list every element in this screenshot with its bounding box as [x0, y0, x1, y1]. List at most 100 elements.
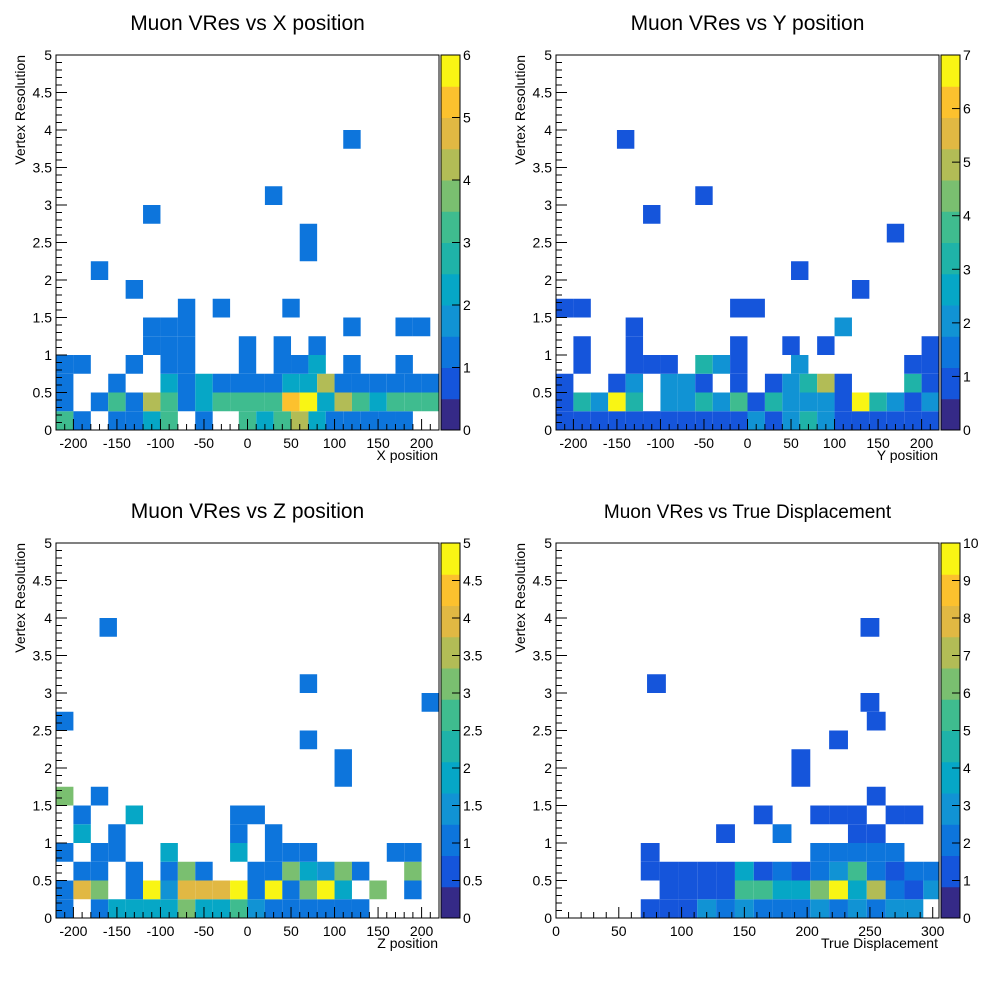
- heatmap-cell: [643, 355, 661, 374]
- heatmap-cell: [660, 392, 678, 412]
- heatmap-cell: [660, 373, 678, 393]
- heatmap-cell: [90, 261, 109, 280]
- heatmap-cell: [753, 861, 773, 881]
- heatmap-cell: [334, 392, 352, 412]
- heatmap-cell: [291, 411, 309, 430]
- colorbar-tick-label: 4.5: [463, 573, 483, 589]
- colorbar-tick-label: 1: [463, 360, 471, 376]
- heatmap-cell: [851, 280, 870, 299]
- heatmap-cell: [334, 861, 352, 881]
- heatmap-cell: [697, 861, 717, 881]
- heatmap-cell: [810, 805, 830, 825]
- heatmap-cell: [573, 392, 591, 412]
- heatmap-cell: [282, 861, 300, 881]
- colorbar-band: [941, 86, 960, 118]
- heatmap-cell: [885, 805, 905, 825]
- heatmap-cell: [660, 355, 678, 374]
- heatmap-cell: [716, 880, 735, 900]
- colorbar-band: [441, 367, 460, 400]
- heatmap-cell: [282, 298, 300, 318]
- colorbar-band: [941, 211, 960, 243]
- colorbar-band: [441, 761, 460, 794]
- heatmap-cell: [625, 373, 644, 393]
- heatmap-cell: [90, 392, 109, 412]
- heatmap-cell: [556, 411, 574, 430]
- colorbar-band: [941, 336, 960, 368]
- colorbar-tick-label: 7: [963, 648, 971, 664]
- heatmap-cell: [282, 880, 300, 900]
- heatmap-cell: [886, 223, 905, 243]
- heatmap-cell: [334, 899, 352, 918]
- heatmap-cell: [317, 861, 335, 881]
- heatmap-cell: [108, 843, 126, 862]
- colorbar-band: [941, 273, 960, 306]
- heatmap-cell: [904, 880, 924, 900]
- heatmap-cell: [343, 355, 361, 374]
- heatmap-cell: [590, 411, 609, 430]
- heatmap-cell: [73, 411, 91, 430]
- x-tick-label: 50: [283, 923, 299, 939]
- heatmap-cell: [695, 392, 713, 412]
- y-tick-label: 2: [44, 760, 52, 776]
- heatmap-cell: [643, 411, 661, 430]
- x-tick-label: -100: [146, 435, 174, 451]
- heatmap-cell: [299, 899, 318, 918]
- heatmap-cell: [177, 373, 196, 393]
- colorbar-band: [441, 855, 460, 888]
- colorbar-frame: [940, 54, 961, 431]
- x-tick-label: 100: [823, 435, 847, 451]
- heatmap-cell: [573, 298, 591, 318]
- heatmap-cell: [264, 843, 283, 862]
- heatmap-cell: [90, 861, 109, 881]
- heatmap-cell: [334, 749, 352, 768]
- y-axis-label: Vertex Resolution: [12, 543, 28, 653]
- heatmap-cell: [404, 392, 422, 412]
- x-tick-label: 100: [670, 923, 694, 939]
- heatmap-cell: [885, 899, 905, 918]
- y-tick-label: 0.5: [33, 873, 53, 889]
- heatmap-cell: [351, 373, 370, 393]
- heatmap-cell: [412, 317, 431, 337]
- heatmap-cell: [317, 392, 335, 412]
- heatmap-cell: [230, 843, 248, 862]
- heatmap-cell: [885, 880, 905, 900]
- heatmap-cell: [247, 805, 265, 825]
- colorbar-tick-label: 0.5: [463, 873, 483, 889]
- heatmap-cell: [160, 411, 178, 430]
- y-tick-label: 0: [44, 422, 52, 438]
- heatmap-cell: [834, 411, 852, 430]
- heatmap-cell: [659, 861, 679, 881]
- heatmap-cell: [660, 411, 678, 430]
- heatmap-cell: [829, 861, 848, 881]
- heatmap-cell: [697, 880, 717, 900]
- heatmap-cell: [56, 786, 74, 806]
- heatmap-cell: [695, 373, 713, 393]
- panel-3: Muon VRes vs Z position -200 -150 -100 -50 0 5…: [12, 500, 483, 951]
- x-tick-label: 50: [783, 435, 799, 451]
- heatmap-cell: [386, 392, 405, 412]
- heatmap-cell: [625, 336, 644, 355]
- colorbar-tick-label: 5: [963, 723, 971, 739]
- heatmap-cell: [421, 392, 439, 412]
- heatmap-cell: [608, 373, 626, 393]
- heatmap-cell: [677, 392, 696, 412]
- y-tick-label: 3: [544, 197, 552, 213]
- colorbar-tick-label: 0: [463, 422, 471, 438]
- x-tick-label: -100: [646, 435, 674, 451]
- colorbar-band: [441, 117, 460, 150]
- heatmap-cell: [829, 730, 848, 750]
- heatmap-cell: [659, 899, 679, 918]
- heatmap-cell: [386, 373, 405, 393]
- heatmap-cell: [782, 373, 800, 393]
- heatmap-cell: [625, 317, 644, 337]
- heatmap-cell: [230, 899, 248, 918]
- colorbar-band: [941, 242, 960, 275]
- heatmap-cell: [351, 392, 370, 412]
- colorbar-band: [441, 242, 460, 275]
- colorbar-tick-label: 6: [463, 47, 471, 63]
- heatmap-cell: [143, 317, 161, 337]
- heatmap-cell: [334, 880, 352, 900]
- heatmap-cell: [923, 861, 939, 881]
- heatmap-cell: [395, 411, 413, 430]
